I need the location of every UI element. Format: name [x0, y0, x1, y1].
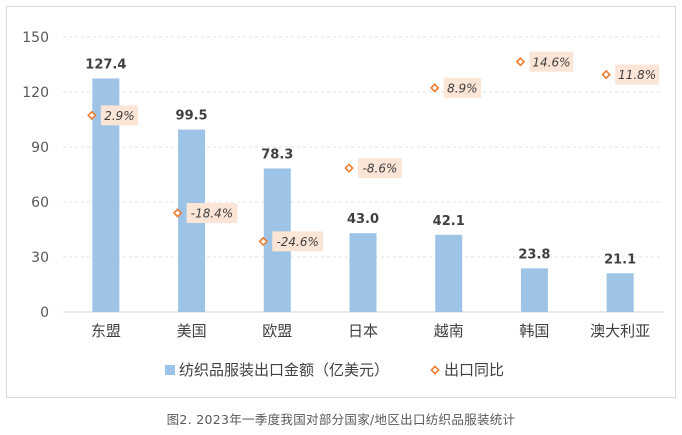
legend-marker-swatch — [430, 365, 440, 375]
legend-marker-label: 出口同比 — [444, 361, 504, 379]
bar-value-label: 127.4 — [85, 57, 126, 72]
yoy-marker — [344, 163, 354, 173]
figure-caption: 图2. 2023年一季度我国对部分国家/地区出口纺织品服装统计 — [166, 412, 516, 427]
y-tick-label: 120 — [22, 85, 49, 101]
yoy-label-bg — [615, 64, 660, 85]
yoy-label: 2.9% — [104, 109, 135, 123]
bar-value-label: 43.0 — [347, 212, 379, 227]
yoy-marker — [172, 208, 183, 218]
y-tick-label: 30 — [31, 250, 49, 266]
y-axis-ticks: 0 30 60 90 120 150 — [22, 30, 49, 321]
category-label: 日本 — [348, 322, 378, 340]
bar — [435, 234, 463, 312]
yoy-marker — [429, 83, 440, 93]
bar-value-label: 99.5 — [176, 109, 208, 124]
yoy-label-bg — [100, 105, 139, 126]
category-label: 越南 — [434, 322, 464, 340]
bar — [606, 273, 634, 312]
yoy-label-bg — [186, 203, 238, 223]
category-label: 韩国 — [519, 322, 549, 340]
yoy-label-bg — [529, 51, 574, 72]
yoy-marker — [87, 110, 97, 121]
yoy-label: 11.8% — [618, 68, 656, 82]
yoy-marker — [601, 69, 611, 80]
category-label: 澳大利亚 — [590, 322, 650, 340]
bar — [349, 233, 377, 312]
bar — [520, 268, 548, 312]
legend-bar-label: 纺织品服装出口金额（亿美元） — [179, 361, 389, 379]
legend: 纺织品服装出口金额（亿美元） 出口同比 — [165, 361, 504, 379]
yoy-label: -18.4% — [191, 207, 233, 221]
y-tick-label: 0 — [40, 305, 49, 321]
yoy-label: 14.6% — [532, 55, 570, 69]
bar-value-label: 78.3 — [261, 147, 293, 162]
yoy-label: -24.6% — [276, 235, 318, 249]
chart-frame: 0 30 60 90 120 150 127.4 99.5 78.3 43.0 42.1 23.8 2… — [6, 6, 676, 398]
yoy-label: -8.6% — [363, 162, 398, 176]
bar-value-label: 21.1 — [604, 252, 636, 267]
legend-bar-swatch — [165, 365, 175, 375]
yoy-label-bg — [272, 231, 324, 252]
bar-label-layer: 127.4 99.5 78.3 43.0 42.1 23.8 21.1 — [85, 57, 636, 267]
yoy-label-bg — [358, 158, 402, 179]
bar-value-label: 42.1 — [433, 214, 465, 229]
y-tick-label: 150 — [22, 30, 49, 46]
yoy-marker — [515, 57, 526, 67]
bar-value-label: 23.8 — [518, 247, 550, 262]
yoy-label-bg — [443, 77, 481, 98]
y-tick-label: 60 — [31, 195, 49, 211]
scatter-layer: 2.9% -18.4% -24.6% -8.6% 8.9% 14.6% 11.8% — [87, 51, 660, 252]
yoy-marker — [258, 236, 269, 247]
category-label: 欧盟 — [262, 322, 292, 340]
x-axis-categories: 东盟 美国 欧盟 日本 越南 韩国 澳大利亚 — [91, 322, 650, 340]
yoy-label: 8.9% — [447, 81, 478, 95]
y-tick-label: 90 — [31, 140, 49, 156]
category-label: 东盟 — [91, 322, 121, 340]
bar-layer — [92, 78, 634, 312]
category-label: 美国 — [177, 322, 207, 340]
